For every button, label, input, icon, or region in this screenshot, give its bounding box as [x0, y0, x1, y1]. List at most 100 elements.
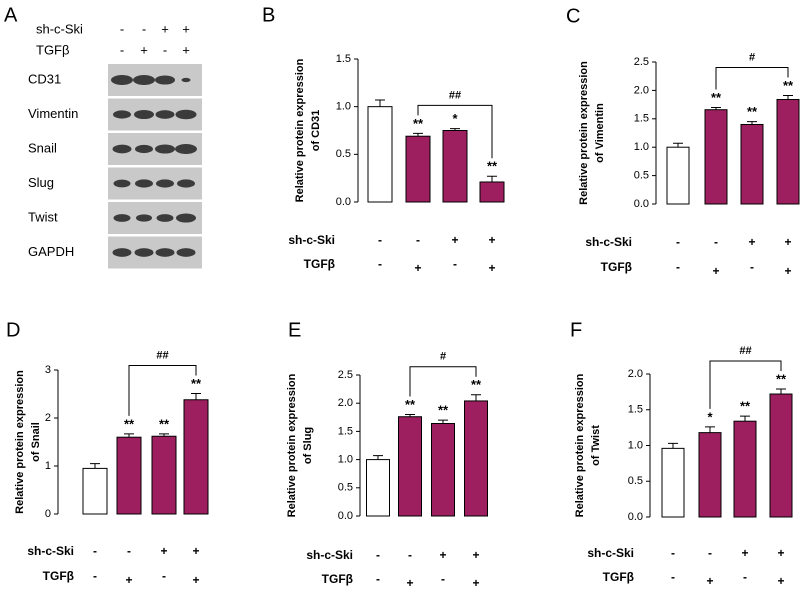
y-axis-label: of Vimentin — [594, 103, 606, 163]
y-tick-label: 1.0 — [628, 439, 643, 451]
bar — [82, 467, 108, 515]
bracket — [128, 365, 197, 416]
condition-label: TGFβ — [603, 570, 634, 584]
significance-star: ** — [711, 90, 722, 105]
y-tick-label: 2.0 — [634, 84, 649, 96]
bracket-label: # — [440, 351, 446, 363]
error-bar — [375, 99, 385, 107]
condition-sign: - — [441, 572, 445, 586]
significance-star: ** — [747, 104, 758, 119]
bracket — [417, 104, 493, 159]
chart: D Relative protein expression of Snail 0 1 2 3… — [6, 319, 209, 587]
chart: C Relative protein expression of Vimentin 0… — [566, 5, 800, 278]
y-tick-label: 0.5 — [634, 170, 649, 182]
y-tick-label: 2.0 — [628, 368, 643, 380]
condition-sign: + — [712, 264, 719, 278]
condition-label: sh-c-Ski — [585, 235, 632, 249]
y-tick-label: 2.5 — [634, 56, 649, 68]
error-bar — [673, 142, 683, 148]
blot-band — [155, 144, 175, 154]
chart: B Relative protein expression of CD31 0.0 0.… — [262, 4, 505, 275]
bracket-label: ## — [156, 349, 168, 361]
error-bar — [471, 394, 481, 401]
bar — [464, 400, 488, 517]
protein-label: Slug — [28, 175, 54, 190]
condition-sign: + — [161, 21, 169, 36]
y-tick-label: 1.0 — [338, 454, 353, 466]
error-bar — [413, 132, 423, 137]
chart: F Relative protein expression of Twist 0.0 0… — [570, 319, 793, 588]
significance-star: ** — [405, 397, 416, 412]
condition-label: TGFβ — [43, 569, 74, 583]
y-tick-label: 2.5 — [338, 369, 353, 381]
bar — [698, 432, 722, 518]
panel-letter: A — [4, 4, 18, 26]
condition-sign: + — [182, 42, 190, 57]
protein-label: GAPDH — [28, 244, 74, 259]
condition-label: TGFβ — [322, 572, 353, 586]
significance-star: ** — [487, 159, 498, 174]
panel-letter: C — [566, 5, 580, 27]
y-tick-label: 2 — [45, 412, 51, 424]
error-bar — [487, 175, 497, 182]
bar — [366, 459, 390, 517]
condition-sign: - — [142, 21, 146, 36]
bar — [479, 181, 505, 203]
y-axis-label: of Snail — [30, 422, 42, 462]
blot-band — [134, 248, 154, 257]
significance-star: ** — [438, 403, 449, 418]
bar — [740, 123, 764, 205]
bar — [769, 393, 793, 518]
significance-star: ** — [159, 416, 170, 431]
condition-sign: - — [120, 42, 124, 57]
bracket — [709, 360, 782, 409]
condition-sign: + — [439, 548, 446, 562]
blot-band — [113, 110, 131, 119]
error-bar — [668, 442, 678, 449]
condition-sign: - — [120, 21, 124, 36]
y-tick-label: 1 — [45, 460, 51, 472]
bracket-label: ## — [739, 345, 751, 357]
significance-star: ** — [124, 416, 135, 431]
blot-band — [156, 179, 174, 188]
significance-star: ** — [740, 399, 751, 414]
y-tick-label: 0.5 — [336, 148, 351, 160]
bar — [704, 109, 728, 205]
condition-sign: + — [777, 546, 784, 560]
significance-star: ** — [471, 377, 482, 392]
blot-band — [133, 75, 155, 85]
condition-sign: - — [162, 569, 166, 583]
panel-letter: D — [6, 319, 20, 341]
error-bar — [450, 128, 460, 131]
bar — [442, 130, 468, 203]
blot-band — [113, 214, 131, 222]
condition-sign: - — [416, 233, 420, 247]
condition-sign: - — [376, 548, 380, 562]
bar — [405, 135, 431, 203]
condition-sign: - — [408, 548, 412, 562]
y-tick-label: 1.5 — [634, 113, 649, 125]
condition-sign: - — [376, 572, 380, 586]
bracket-label: ## — [449, 89, 461, 101]
significance-star: * — [707, 409, 713, 424]
condition-sign: - — [714, 235, 718, 249]
chart: E Relative protein expression of Slug 0.0 0.… — [286, 319, 488, 590]
error-bar — [711, 106, 721, 110]
condition-sign: + — [192, 573, 199, 587]
y-axis-label: Relative protein expression — [578, 61, 590, 205]
error-bar — [783, 95, 793, 100]
condition-sign: - — [750, 260, 754, 274]
y-tick-label: 0.5 — [628, 475, 643, 487]
y-axis-label: Relative protein expression — [574, 373, 586, 517]
bracket — [715, 67, 789, 90]
blot-band — [135, 144, 153, 154]
y-tick-label: 0.5 — [338, 482, 353, 494]
y-tick-label: 1.5 — [628, 404, 643, 416]
blot-band — [156, 214, 174, 222]
condition-sign: + — [784, 235, 791, 249]
y-tick-label: 0.0 — [634, 198, 649, 210]
condition-sign: + — [741, 546, 748, 560]
blot-band — [113, 179, 131, 188]
condition-sign: + — [406, 576, 413, 590]
bar — [116, 436, 142, 515]
